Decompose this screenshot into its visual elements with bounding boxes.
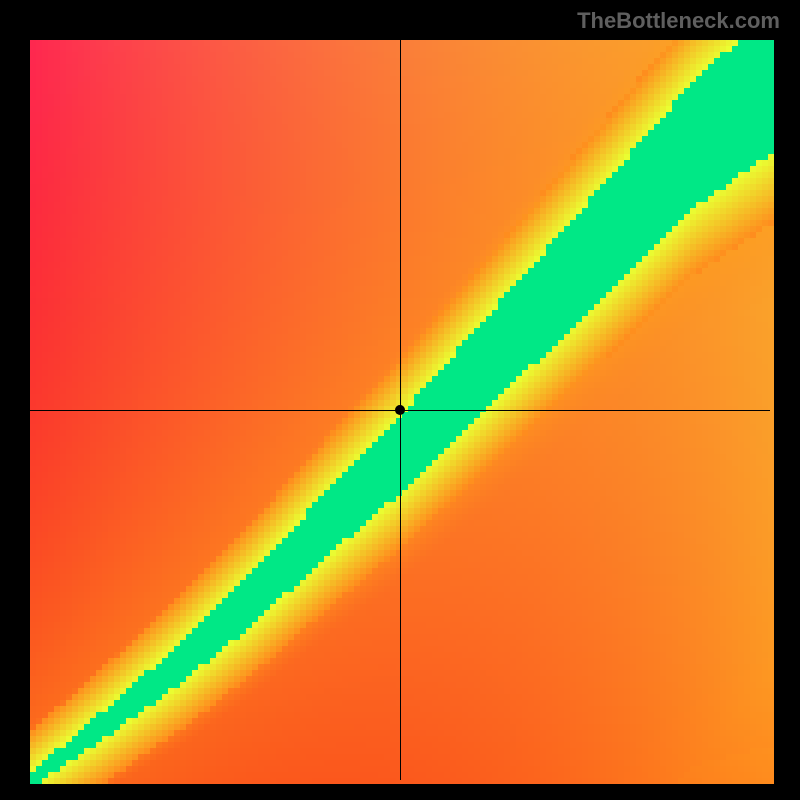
watermark-text: TheBottleneck.com [577,8,780,34]
heatmap-canvas [0,0,800,800]
